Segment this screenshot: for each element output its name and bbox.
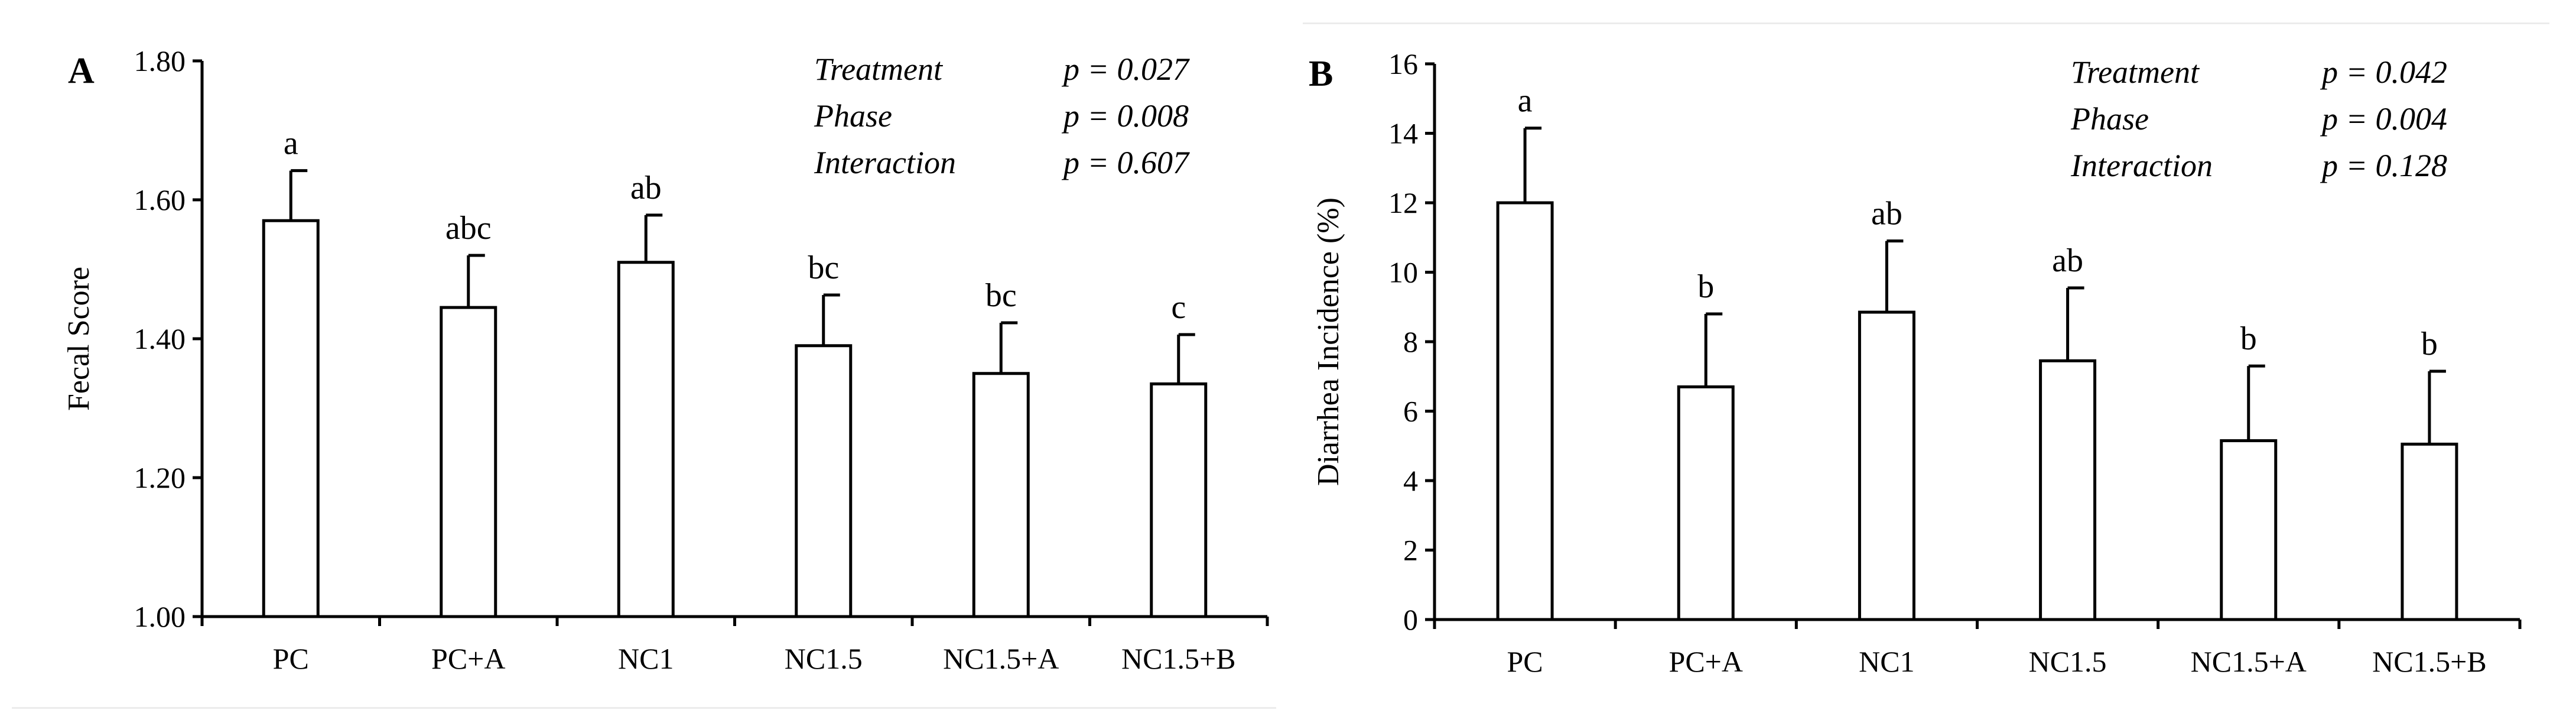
- panel-a-bar: [262, 219, 320, 618]
- panel-a-category-label: NC1.5+A: [943, 642, 1059, 675]
- panel-a-y-tick-label: 1.00: [134, 600, 186, 633]
- panel-b-category-label: PC: [1507, 645, 1543, 678]
- panel-b-y-axis-title: Diarrhea Incidence (%): [1312, 197, 1345, 486]
- panel-b-significance-letter: b: [2421, 326, 2438, 362]
- panel-b-y-tick-label: 12: [1388, 186, 1418, 219]
- panel-b-stat-label: Interaction: [2070, 148, 2213, 183]
- panel-b-y-tick-label: 8: [1403, 325, 1418, 358]
- panel-a-label: A: [68, 51, 95, 91]
- panel-a-stat-value: p = 0.607: [1061, 145, 1190, 180]
- panel-b-stat-value: p = 0.042: [2320, 54, 2447, 90]
- panel-b-y-tick-label: 0: [1403, 603, 1418, 636]
- panel-a-y-tick-label: 1.80: [134, 44, 186, 77]
- panel-b-y-tick-label: 4: [1403, 464, 1418, 497]
- panel-b-bar: [1858, 310, 1915, 621]
- panel-b-bar: [1496, 201, 1554, 621]
- panel-b-category-label: PC+A: [1669, 645, 1743, 678]
- panel-a-bar: [972, 372, 1030, 618]
- panel-a-category-label: NC1.5+B: [1121, 642, 1236, 675]
- panel-a-significance-letter: bc: [985, 277, 1017, 314]
- panel-b-stat-label: Phase: [2070, 101, 2149, 137]
- panel-divider-bottom: [12, 707, 1276, 709]
- panel-a-stat-label: Interaction: [814, 145, 956, 180]
- panel-b-significance-letter: ab: [2052, 242, 2083, 279]
- panel-a-significance-letter: bc: [808, 249, 839, 286]
- panel-b-bar: [1677, 385, 1735, 621]
- panel-b-bar: [2039, 359, 2097, 621]
- panel-b-y-tick-label: 2: [1403, 534, 1418, 567]
- panel-b-stat-value: p = 0.128: [2320, 148, 2447, 183]
- panel-b-significance-letter: b: [1697, 268, 1714, 305]
- panel-a-significance-letter: c: [1171, 289, 1186, 326]
- panel-b-stat-label: Treatment: [2071, 54, 2200, 90]
- panel-a-y-tick-label: 1.60: [134, 183, 186, 216]
- panel-a-y-axis-title: Fecal Score: [62, 267, 96, 411]
- panel-b-y-tick-label: 14: [1388, 117, 1418, 150]
- panel-a-significance-letter: ab: [630, 170, 662, 206]
- panel-a-stat-label: Phase: [814, 98, 892, 134]
- panel-b-significance-letter: a: [1518, 83, 1533, 119]
- panel-b-category-label: NC1: [1859, 645, 1914, 678]
- panel-a-stat-value: p = 0.008: [1061, 98, 1189, 134]
- panel-b-category-label: NC1.5: [2029, 645, 2107, 678]
- panel-a-category-label: PC+A: [431, 642, 505, 675]
- panel-a-category-label: PC: [273, 642, 309, 675]
- panel-b-category-label: NC1.5+B: [2372, 645, 2487, 678]
- panel-b-y-tick-label: 10: [1388, 256, 1418, 289]
- panel-b-category-label: NC1.5+A: [2191, 645, 2307, 678]
- panel-a-category-label: NC1: [618, 642, 674, 675]
- panel-b-label: B: [1309, 54, 1333, 94]
- panel-a-bar: [795, 344, 853, 618]
- panel-divider-top: [1303, 22, 2549, 24]
- panel-b-significance-letter: ab: [1871, 196, 1902, 232]
- panel-a-significance-letter: abc: [445, 210, 492, 247]
- panel-a-bar: [617, 261, 675, 618]
- panel-b-significance-letter: b: [2240, 320, 2257, 357]
- panel-b-stat-value: p = 0.004: [2320, 101, 2447, 137]
- panel-b-y-tick-label: 6: [1403, 395, 1418, 428]
- panel-a-bar: [440, 306, 497, 618]
- panel-a-significance-letter: a: [284, 125, 298, 162]
- panel-a-stat-label: Treatment: [814, 51, 944, 87]
- panel-a-category-label: NC1.5: [785, 642, 863, 675]
- panel-a-y-tick-label: 1.20: [134, 461, 186, 494]
- panel-a-y-tick-label: 1.40: [134, 322, 186, 355]
- panel-a-bar: [1150, 382, 1208, 618]
- panel-b-bar: [2220, 439, 2278, 621]
- panel-b-y-tick-label: 16: [1388, 47, 1418, 80]
- panel-a-stat-value: p = 0.027: [1061, 51, 1190, 87]
- panel-b-bar: [2401, 442, 2458, 621]
